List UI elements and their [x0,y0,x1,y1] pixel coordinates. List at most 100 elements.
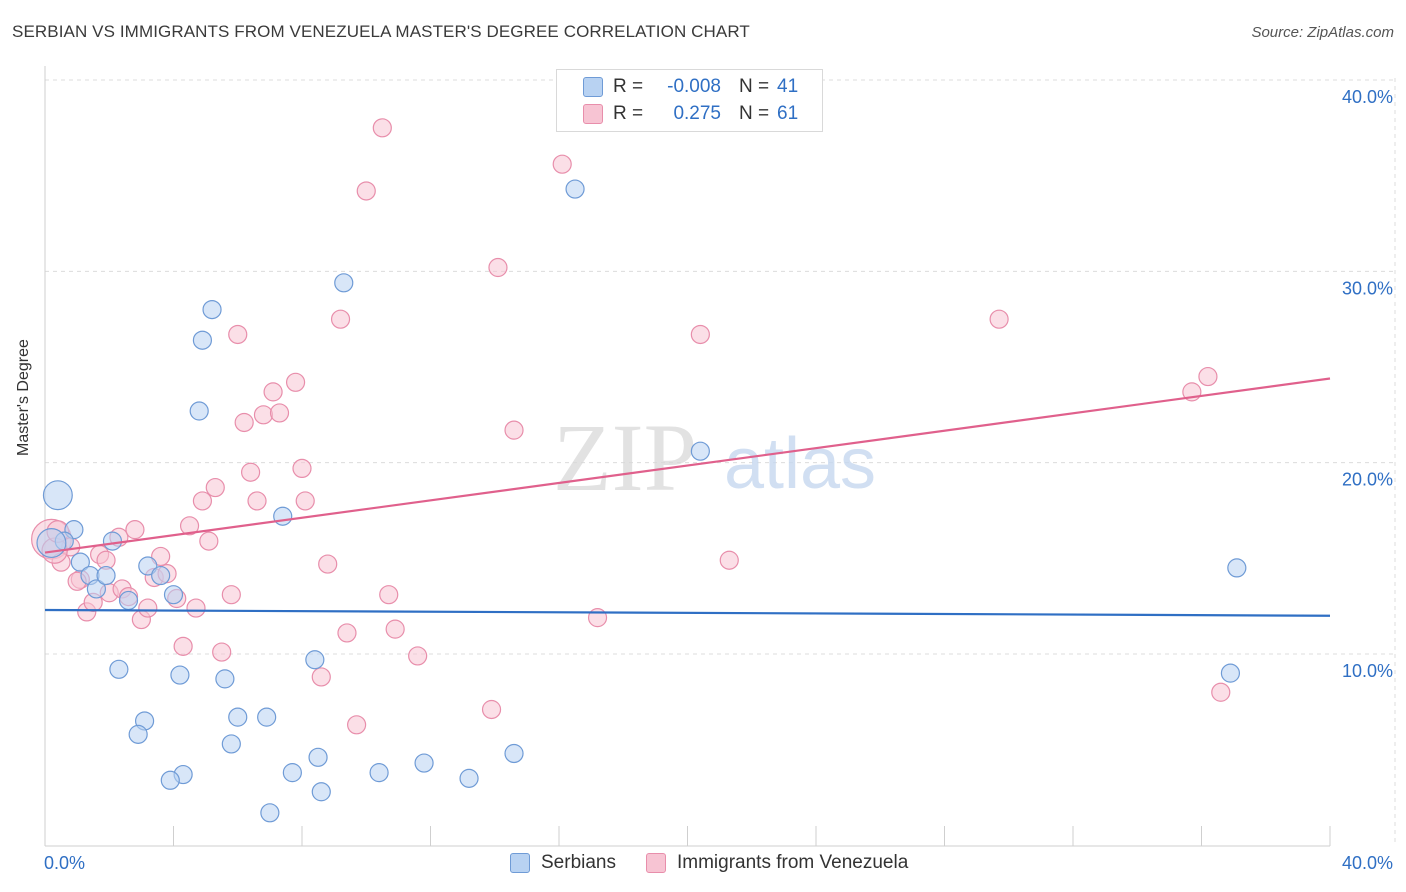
serbian-point [160,770,180,790]
venezuela-point [212,642,232,662]
venezuela-point [504,420,524,440]
venezuela-point [269,403,290,423]
y-tick-label: 10.0% [1342,661,1393,681]
serbian-point [305,650,325,670]
venezuela-point [1211,682,1231,702]
serbian-point [102,531,123,551]
serbian-point [257,707,277,727]
venezuela-point [253,405,274,425]
venezuela-point [347,715,367,735]
venezuela-trend-line [44,377,1331,554]
venezuela-point [1198,366,1218,387]
legend-r-value: -0.008 [667,76,721,97]
legend-item-serbians[interactable]: Serbians [510,852,616,874]
venezuela-point [138,598,158,618]
x-tick-label-min: 0.0% [44,853,85,873]
serbian-point [369,763,389,783]
venezuela-point [356,181,376,201]
y-tick-label: 20.0% [1342,470,1393,490]
watermark: ZIP atlas [553,404,876,511]
venezuela-point [192,491,213,511]
serbian-point [311,782,331,802]
venezuela-point [125,520,145,540]
venezuela-point [690,324,710,345]
source-label: Source: ZipAtlas.com [1251,24,1394,41]
venezuela-point [989,309,1009,329]
legend-label-serbians: Serbians [541,852,616,873]
legend-swatch-blue [510,853,530,873]
venezuela-point [385,619,405,639]
legend-swatch-pink [583,104,603,124]
serbian-point [215,669,235,689]
legend-item-venezuela[interactable]: Immigrants from Venezuela [646,852,908,874]
venezuela-point [292,458,312,479]
venezuela-point [241,462,261,482]
legend-n-value: 41 [777,76,799,97]
serbian-point [118,590,139,611]
serbian-point [86,579,107,599]
venezuela-point [247,491,267,511]
venezuela-point [372,118,392,138]
venezuela-point [173,636,193,656]
x-tick-label-max: 40.0% [1342,853,1393,873]
y-tick-label: 30.0% [1342,278,1393,298]
serbian-point [459,768,479,788]
venezuela-point [408,646,428,666]
chart-title: SERBIAN VS IMMIGRANTS FROM VENEZUELA MAS… [12,22,750,41]
serbian-point [96,565,116,586]
serbian-point [151,565,171,586]
venezuela-point [221,585,241,605]
serbian-point [334,273,354,293]
venezuela-point [151,546,171,567]
venezuela-point [228,324,248,345]
serbian-point [504,743,524,764]
serbian-point [138,556,158,576]
legend-r-value: 0.275 [673,103,721,124]
venezuela-point [186,598,206,618]
venezuela-point [379,585,399,605]
serbian-point [36,528,67,559]
serbian-point [690,441,710,461]
y-axis-label: Master's Degree [15,339,32,456]
venezuela-point [552,154,572,174]
serbian-point [163,585,184,605]
venezuela-point [481,699,502,720]
serbian-point [202,300,222,320]
serbian-point [192,330,213,350]
axes [44,66,1331,847]
serbian-point [228,707,248,727]
serbian-point [189,401,209,421]
venezuela-point [234,412,254,433]
serbian-point [282,763,302,783]
legend-swatch-pink [646,853,666,873]
trend-lines [44,377,1331,617]
venezuela-point [719,550,739,570]
legend-row-serbians: R = -0.008 N = 41 [583,76,798,98]
serbian-point [260,803,280,823]
venezuela-point [263,382,283,402]
serbian-point [70,552,90,572]
series-legend: Serbians Immigrants from Venezuela [510,852,938,874]
serbian-point [221,734,241,754]
serbian-point [1227,558,1247,578]
series-serbians-points [36,179,1247,823]
legend-swatch-blue [583,77,603,97]
venezuela-point [330,309,351,329]
serbian-point [42,480,73,511]
venezuela-point [337,623,357,643]
tick-labels: 10.0% 20.0% 30.0% 40.0% 0.0% 40.0% [44,87,1393,873]
venezuela-point [318,554,338,574]
legend-label-venezuela: Immigrants from Venezuela [677,852,909,873]
venezuela-point [205,477,225,498]
legend-r-label: R = [613,76,644,97]
watermark-zip: ZIP [553,404,697,511]
watermark-atlas: atlas [724,424,876,504]
serbians-trend-line [44,608,1331,617]
legend-row-venezuela: R = 0.275 N = 61 [583,103,798,125]
legend-n-value: 61 [777,103,799,124]
venezuela-point [295,491,315,511]
venezuela-point [285,372,306,392]
venezuela-point [179,516,200,536]
legend-r-label: R = [613,103,644,124]
